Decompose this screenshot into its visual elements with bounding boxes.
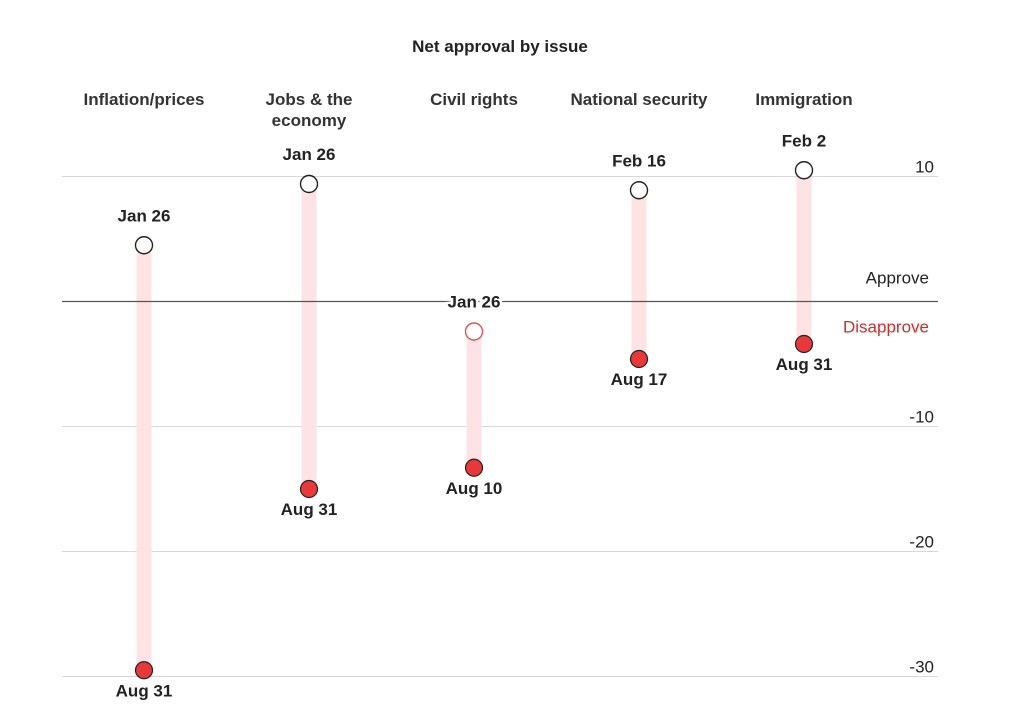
disapprove-label: Disapprove [843, 318, 929, 337]
range-bar [796, 170, 812, 344]
end-point [629, 349, 649, 369]
start-date-label: Jan 26 [118, 206, 171, 225]
bar-layer [136, 170, 812, 671]
start-point [464, 322, 484, 341]
approve-label: Approve [866, 269, 929, 288]
range-bar [631, 190, 647, 359]
start-point [629, 181, 649, 200]
end-date-label: Aug 17 [611, 370, 668, 389]
category-label: Jobs & the economy [266, 90, 353, 130]
zero-layer: Approve Disapprove [62, 269, 938, 337]
chart-title: Net approval by issue [412, 37, 588, 56]
end-point [134, 661, 154, 680]
start-point [794, 161, 814, 180]
category-label: Inflation/prices [84, 90, 205, 109]
start-point [134, 236, 154, 255]
start-date-label: Feb 16 [612, 151, 666, 170]
end-date-label: Aug 10 [446, 479, 503, 498]
end-date-label: Aug 31 [776, 355, 833, 374]
start-date-label: Jan 26 [448, 293, 501, 312]
start-date-label: Jan 26 [283, 145, 336, 164]
y-tick-label: -20 [909, 533, 934, 552]
range-bar [466, 331, 482, 468]
end-date-label: Aug 31 [116, 681, 173, 700]
y-tick-label: -10 [909, 408, 934, 427]
end-point [464, 458, 484, 477]
grid-layer: 10 -10 -20 -30 [62, 158, 938, 677]
start-point [299, 174, 319, 194]
range-bar [301, 184, 317, 489]
y-tick-label: -30 [909, 658, 934, 677]
end-point [299, 479, 319, 499]
end-date-label: Aug 31 [281, 500, 338, 519]
point-layer [134, 161, 814, 680]
point-labels: Jan 26 Aug 31 Jan 26 Aug 31 Jan 26 Aug 10 Feb … [116, 131, 833, 700]
start-date-label: Feb 2 [782, 131, 826, 150]
category-labels: Inflation/prices Jobs & the economy Civil r… [84, 90, 853, 130]
end-point [794, 334, 814, 354]
y-tick-label: 10 [915, 158, 934, 177]
range-bar [136, 245, 152, 671]
category-label: National security [571, 90, 709, 109]
category-label: Immigration [755, 90, 852, 109]
category-label: Civil rights [430, 90, 518, 109]
